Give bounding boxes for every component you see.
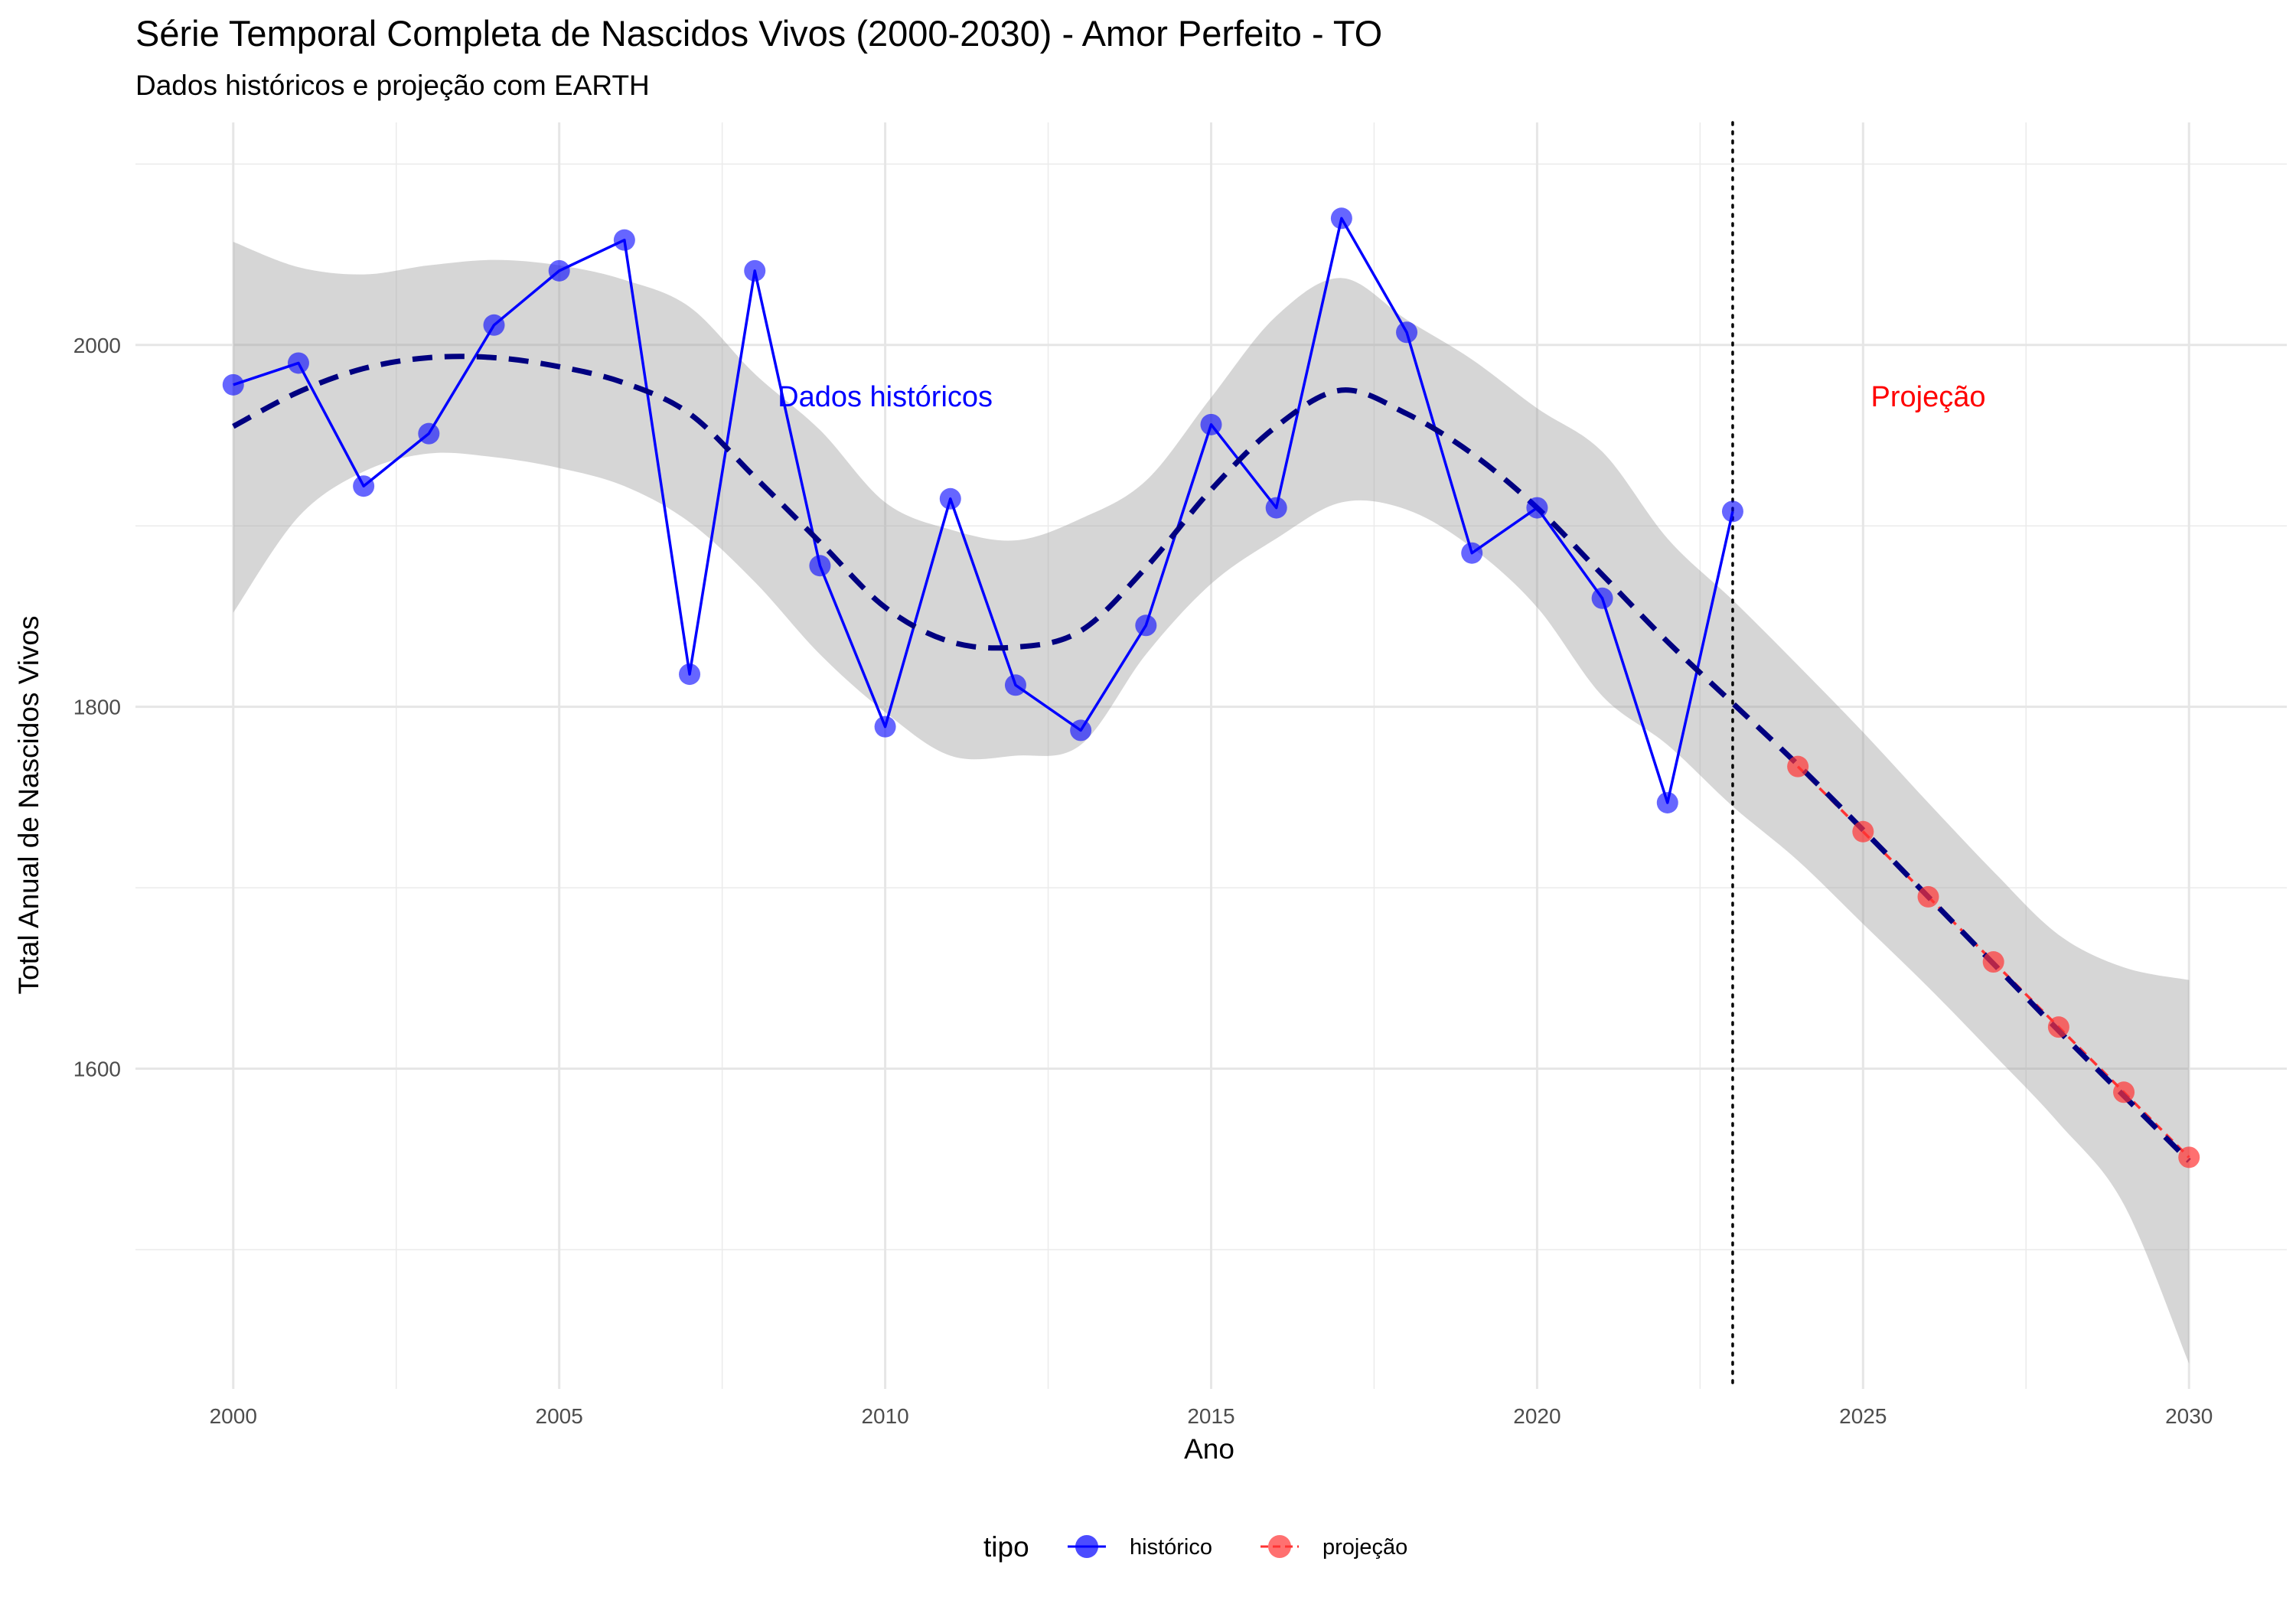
x-axis-ticks: 2000 2005 2010 2015 2020 2025 2030: [210, 1404, 2213, 1428]
y-tick-label-1800: 1800: [73, 696, 121, 719]
points-layer: [222, 207, 2200, 1169]
point-historico-2019: [1461, 542, 1483, 564]
legend-label-projecao: projeção: [1322, 1535, 1407, 1560]
point-historico-2023: [1721, 500, 1743, 523]
annotation-layer: Dados históricos Projeção: [778, 381, 1985, 413]
point-historico-2003: [418, 422, 440, 445]
chart-title: Série Temporal Completa de Nascidos Vivo…: [135, 13, 1382, 54]
point-historico-2016: [1265, 497, 1287, 519]
y-axis-ticks: 1600 1800 2000: [73, 334, 121, 1081]
x-tick-label-2015: 2015: [1187, 1404, 1234, 1428]
y-tick-label-1600: 1600: [73, 1058, 121, 1081]
legend-key-point-projecao: [1268, 1535, 1291, 1558]
annotation-projecao: Projeção: [1871, 381, 1986, 413]
point-historico-2020: [1526, 497, 1548, 519]
point-projecao-2028: [2047, 1016, 2069, 1038]
point-historico-2007: [679, 663, 701, 686]
x-tick-label-2020: 2020: [1513, 1404, 1561, 1428]
point-historico-2002: [353, 475, 375, 497]
legend-title: tipo: [983, 1531, 1029, 1563]
x-tick-label-2000: 2000: [210, 1404, 257, 1428]
annotation-historico: Dados históricos: [778, 381, 993, 413]
x-tick-label-2005: 2005: [536, 1404, 583, 1428]
point-historico-2018: [1396, 321, 1418, 344]
point-projecao-2026: [1917, 885, 1939, 908]
confidence-band-layer: [233, 242, 2190, 1364]
point-historico-2011: [939, 487, 961, 510]
x-tick-label-2010: 2010: [861, 1404, 908, 1428]
legend-label-historico: histórico: [1130, 1535, 1212, 1560]
point-historico-2021: [1591, 587, 1613, 609]
legend: tipo histórico projeção: [983, 1531, 1407, 1563]
point-historico-2012: [1004, 674, 1026, 696]
confidence-band: [233, 242, 2190, 1364]
y-axis-title: Total Anual de Nascidos Vivos: [13, 615, 44, 994]
point-historico-2000: [222, 373, 244, 396]
point-projecao-2030: [2178, 1146, 2200, 1169]
point-historico-2008: [744, 259, 766, 282]
point-historico-2014: [1135, 614, 1157, 637]
grid-major: [135, 122, 2287, 1389]
point-historico-2001: [287, 352, 309, 374]
point-historico-2004: [483, 314, 505, 336]
trend-line: [232, 354, 2191, 1163]
trend-layer: [232, 354, 2191, 1163]
chart-subtitle: Dados históricos e projeção com EARTH: [135, 70, 650, 101]
x-tick-label-2025: 2025: [1839, 1404, 1887, 1428]
series-line-historico: [233, 217, 1734, 804]
legend-key-point-historico: [1075, 1535, 1098, 1558]
point-historico-2015: [1200, 413, 1222, 435]
x-axis-title: Ano: [1184, 1433, 1234, 1465]
point-historico-2009: [809, 555, 831, 577]
point-projecao-2027: [1982, 951, 2004, 973]
point-projecao-2029: [2113, 1081, 2135, 1103]
point-historico-2005: [548, 259, 570, 282]
point-historico-2006: [613, 229, 635, 251]
point-historico-2010: [874, 715, 896, 738]
y-tick-label-2000: 2000: [73, 334, 121, 357]
x-tick-label-2030: 2030: [2165, 1404, 2213, 1428]
point-historico-2022: [1656, 791, 1678, 813]
point-projecao-2025: [1852, 820, 1874, 843]
point-historico-2013: [1070, 719, 1092, 742]
point-historico-2017: [1330, 207, 1352, 230]
point-projecao-2024: [1787, 755, 1809, 777]
